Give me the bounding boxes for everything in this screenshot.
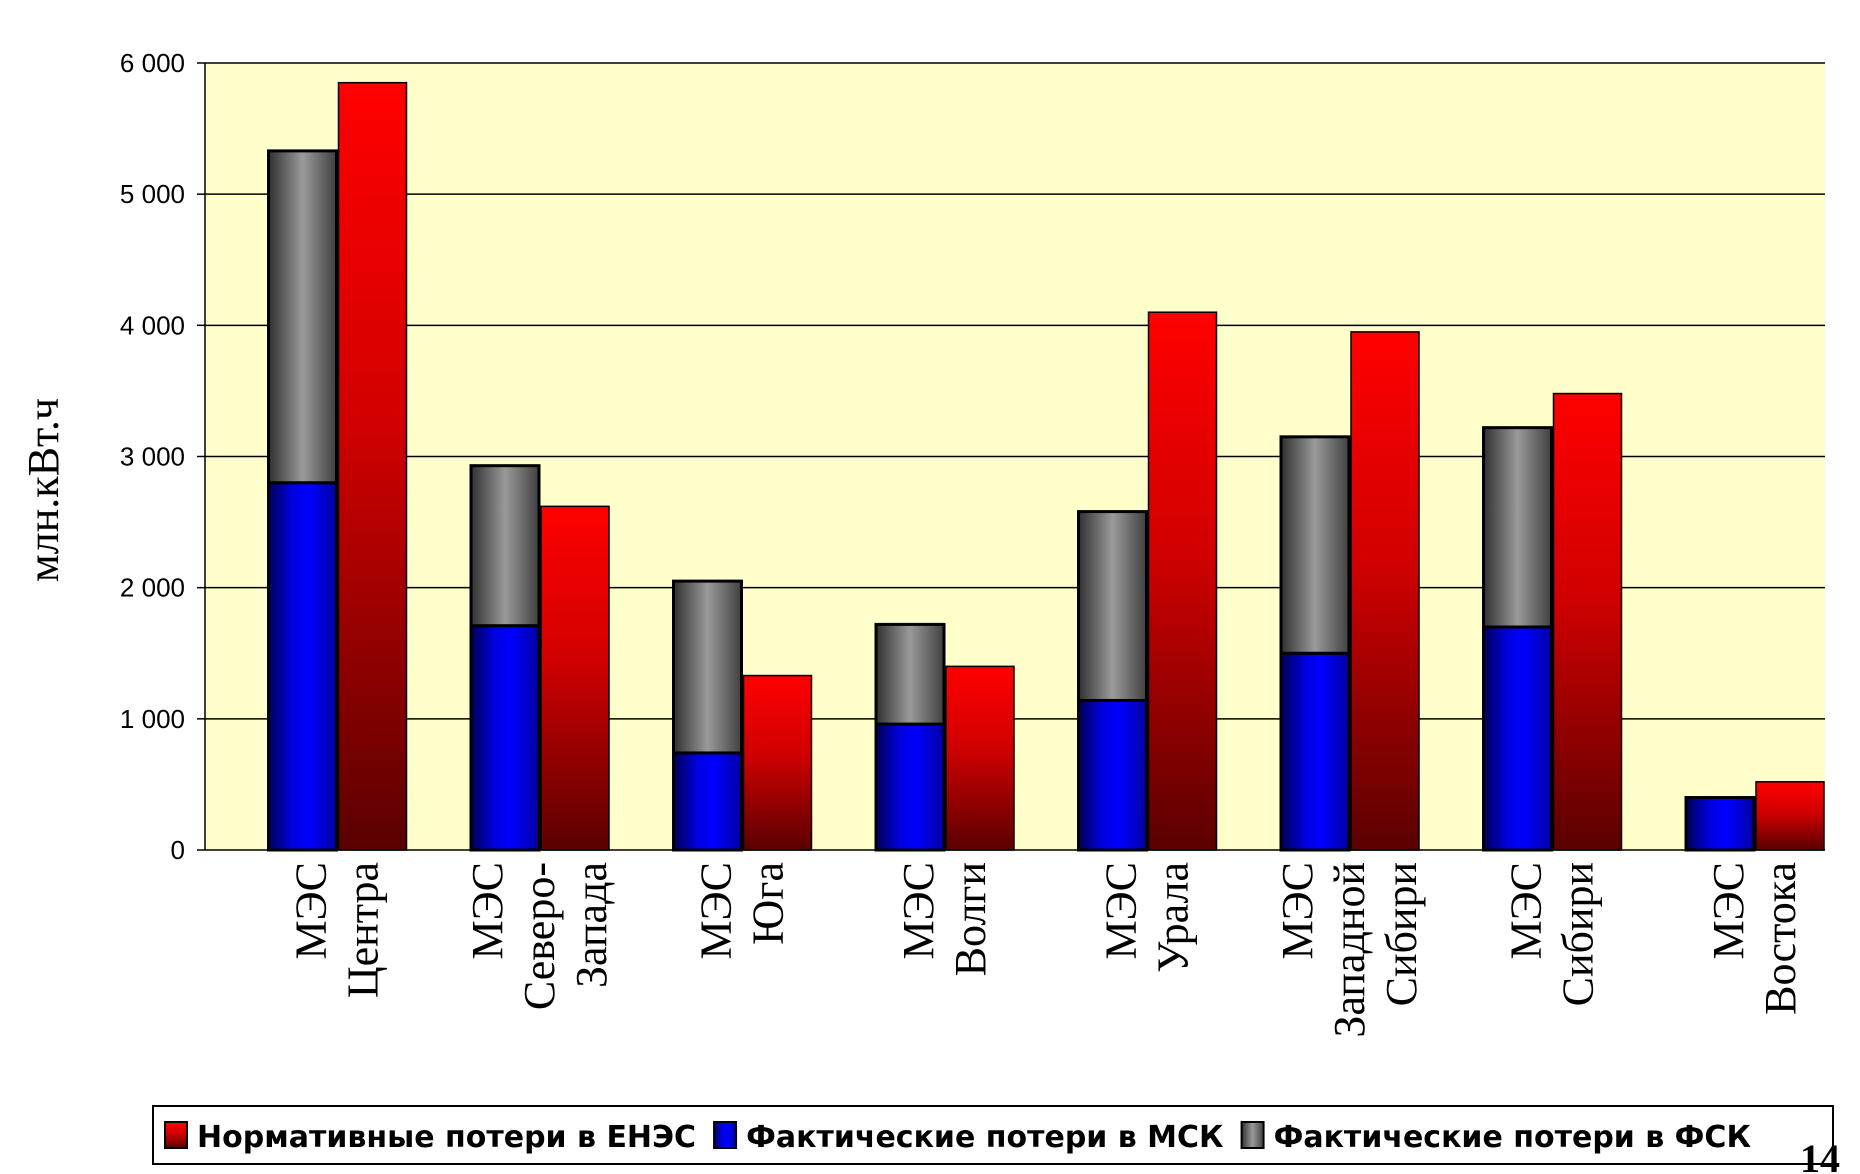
- bar-msk: [1279, 651, 1351, 852]
- bar-fsk: [1077, 510, 1148, 702]
- bar-normative: [1350, 331, 1420, 851]
- page-number: 14: [1800, 1136, 1840, 1174]
- legend-swatch: [713, 1121, 738, 1149]
- y-tick-label: 4 000: [120, 310, 185, 340]
- legend-item-label: Нормативные потери в ЕНЭС: [197, 1120, 696, 1155]
- category-label: Юга: [744, 862, 793, 945]
- legend: Нормативные потери в ЕНЭС Фактические пот…: [152, 1105, 1834, 1165]
- category-label: МЭС: [1273, 862, 1322, 960]
- bar-normative: [337, 81, 408, 851]
- bar-msk: [1077, 698, 1148, 852]
- bar-fsk: [1279, 435, 1351, 655]
- category-label: МЭС: [463, 862, 512, 960]
- bar-normative: [1552, 392, 1623, 851]
- category-label: Запада: [567, 862, 616, 988]
- legend-item-label: Фактические потери в ФСК: [1274, 1120, 1752, 1155]
- bar-fsk: [1482, 426, 1553, 629]
- legend-item-label: Фактические потери в МСК: [746, 1120, 1224, 1155]
- category-label: Центра: [339, 862, 388, 998]
- category-label: Сибири: [1377, 862, 1426, 1006]
- legend-swatch: [164, 1121, 188, 1149]
- category-label: Северо-: [515, 862, 564, 1010]
- bar-msk: [1482, 625, 1553, 852]
- y-tick-label: 3 000: [120, 442, 185, 472]
- bar-fsk: [469, 464, 541, 628]
- bar-msk: [874, 722, 946, 852]
- bar-normative: [540, 505, 610, 851]
- bar-msk: [672, 751, 743, 852]
- category-label: Урала: [1149, 862, 1198, 973]
- category-labels: МЭС Центра МЭС Северо- Запада МЭС Юга МЭС Волги М…: [287, 862, 1806, 1038]
- bar-normative: [1755, 781, 1825, 851]
- bar-msk: [1684, 796, 1756, 852]
- category-label: Западной: [1325, 862, 1374, 1038]
- bar-normative: [945, 665, 1015, 851]
- y-tick-label: 0: [171, 835, 185, 865]
- y-tick-label: 6 000: [120, 48, 185, 78]
- category-label: МЭС: [287, 862, 336, 960]
- bars: [267, 81, 1825, 852]
- category-label: МЭС: [1502, 862, 1551, 960]
- bar-fsk: [874, 622, 946, 726]
- category-label: МЭС: [894, 862, 943, 960]
- bar-msk: [469, 624, 541, 852]
- bar-normative: [1147, 311, 1218, 851]
- legend-box: [152, 1105, 1834, 1165]
- y-tick-label: 1 000: [120, 704, 185, 734]
- category-label: МЭС: [692, 862, 741, 960]
- category-label: Востока: [1756, 862, 1805, 1015]
- category-label: Сибири: [1554, 862, 1603, 1006]
- y-axis-ticks: 0 1 000 2 000 3 000 4 000 5 000 6 000: [120, 48, 185, 865]
- category-label: МЭС: [1097, 862, 1146, 960]
- y-tick-label: 2 000: [120, 573, 185, 603]
- bar-fsk: [267, 149, 338, 485]
- y-tick-label: 5 000: [120, 179, 185, 209]
- legend-swatch: [1240, 1121, 1265, 1149]
- bar-normative: [742, 674, 813, 851]
- category-label: Волги: [946, 862, 995, 976]
- bar-msk: [267, 481, 338, 852]
- bar-fsk: [672, 579, 743, 755]
- y-axis-label: млн.кВт.ч: [19, 398, 68, 582]
- category-label: МЭС: [1704, 862, 1753, 960]
